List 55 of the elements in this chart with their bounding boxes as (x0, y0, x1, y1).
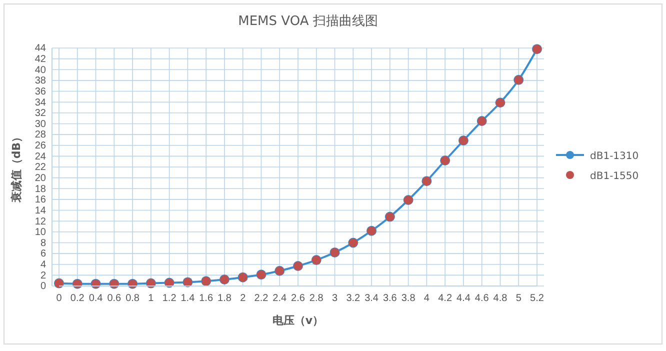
x-tick-label: 1 (148, 293, 154, 304)
y-axis-title: 衰减值（dB） (10, 131, 23, 204)
y-tick-label: 22 (34, 162, 46, 174)
y-tick-label: 30 (34, 118, 46, 130)
x-tick-label: 3.6 (382, 293, 398, 304)
x-tick-label: 5.2 (530, 293, 544, 304)
legend-label: dB1-1550 (590, 171, 639, 182)
y-tick-label: 28 (34, 130, 46, 141)
x-tick-label: 0 (56, 293, 62, 304)
y-tick-label: 2 (40, 270, 46, 282)
x-tick-label: 2 (240, 293, 246, 304)
x-tick-label: 3.4 (364, 293, 379, 304)
y-tick-label: 32 (34, 108, 46, 120)
x-tick-label: 0.4 (88, 293, 104, 304)
y-tick-label: 14 (34, 205, 46, 216)
y-tick-label: 34 (34, 97, 46, 108)
x-tick-label: 3 (332, 293, 338, 304)
y-tick-label: 26 (34, 140, 46, 152)
x-tick-label: 4 (424, 293, 430, 304)
y-tick-label: 20 (34, 173, 46, 184)
x-tick-label: 4.8 (493, 293, 508, 304)
x-tick-label: 3.2 (346, 293, 361, 304)
x-tick-label: 0.6 (107, 293, 122, 304)
x-tick-label: 3.8 (401, 293, 416, 304)
x-tick-label: 1.6 (199, 293, 214, 304)
x-tick-label: 2.8 (309, 293, 324, 304)
y-tick-label: 12 (34, 216, 46, 228)
x-tick-label: 0.2 (70, 293, 85, 304)
x-tick-label: 1.2 (162, 293, 177, 304)
x-tick-label: 2.6 (291, 293, 306, 304)
x-tick-label: 0.8 (126, 293, 140, 304)
x-tick-label: 2.2 (254, 293, 269, 304)
y-tick-label: 10 (34, 227, 46, 238)
x-axis-title: 电压（v） (272, 314, 324, 327)
y-tick-label: 0 (40, 281, 46, 292)
y-tick-label: 4 (40, 260, 46, 271)
x-tick-label: 4.4 (456, 293, 471, 304)
y-tick-label: 24 (34, 151, 46, 162)
x-tick-label: 1.8 (218, 293, 232, 304)
legend-label: dB1-1310 (590, 151, 639, 162)
y-tick-label: 18 (34, 184, 46, 195)
chart-title: MEMS VOA 扫描曲线图 (238, 14, 378, 29)
y-tick-label: 16 (34, 194, 46, 206)
y-tick-label: 36 (34, 86, 46, 98)
y-tick-label: 8 (40, 238, 46, 249)
x-tick-label: 4.2 (438, 293, 452, 304)
y-tick-label: 42 (34, 54, 46, 66)
x-tick-label: 5 (516, 293, 522, 304)
x-tick-label: 4.6 (474, 293, 490, 304)
y-tick-label: 38 (34, 76, 46, 87)
x-tick-label: 2.4 (272, 293, 287, 304)
x-tick-label: 1.4 (180, 293, 196, 304)
y-tick-label: 40 (34, 64, 46, 76)
y-tick-label: 44 (34, 43, 46, 54)
y-tick-label: 6 (40, 248, 46, 260)
